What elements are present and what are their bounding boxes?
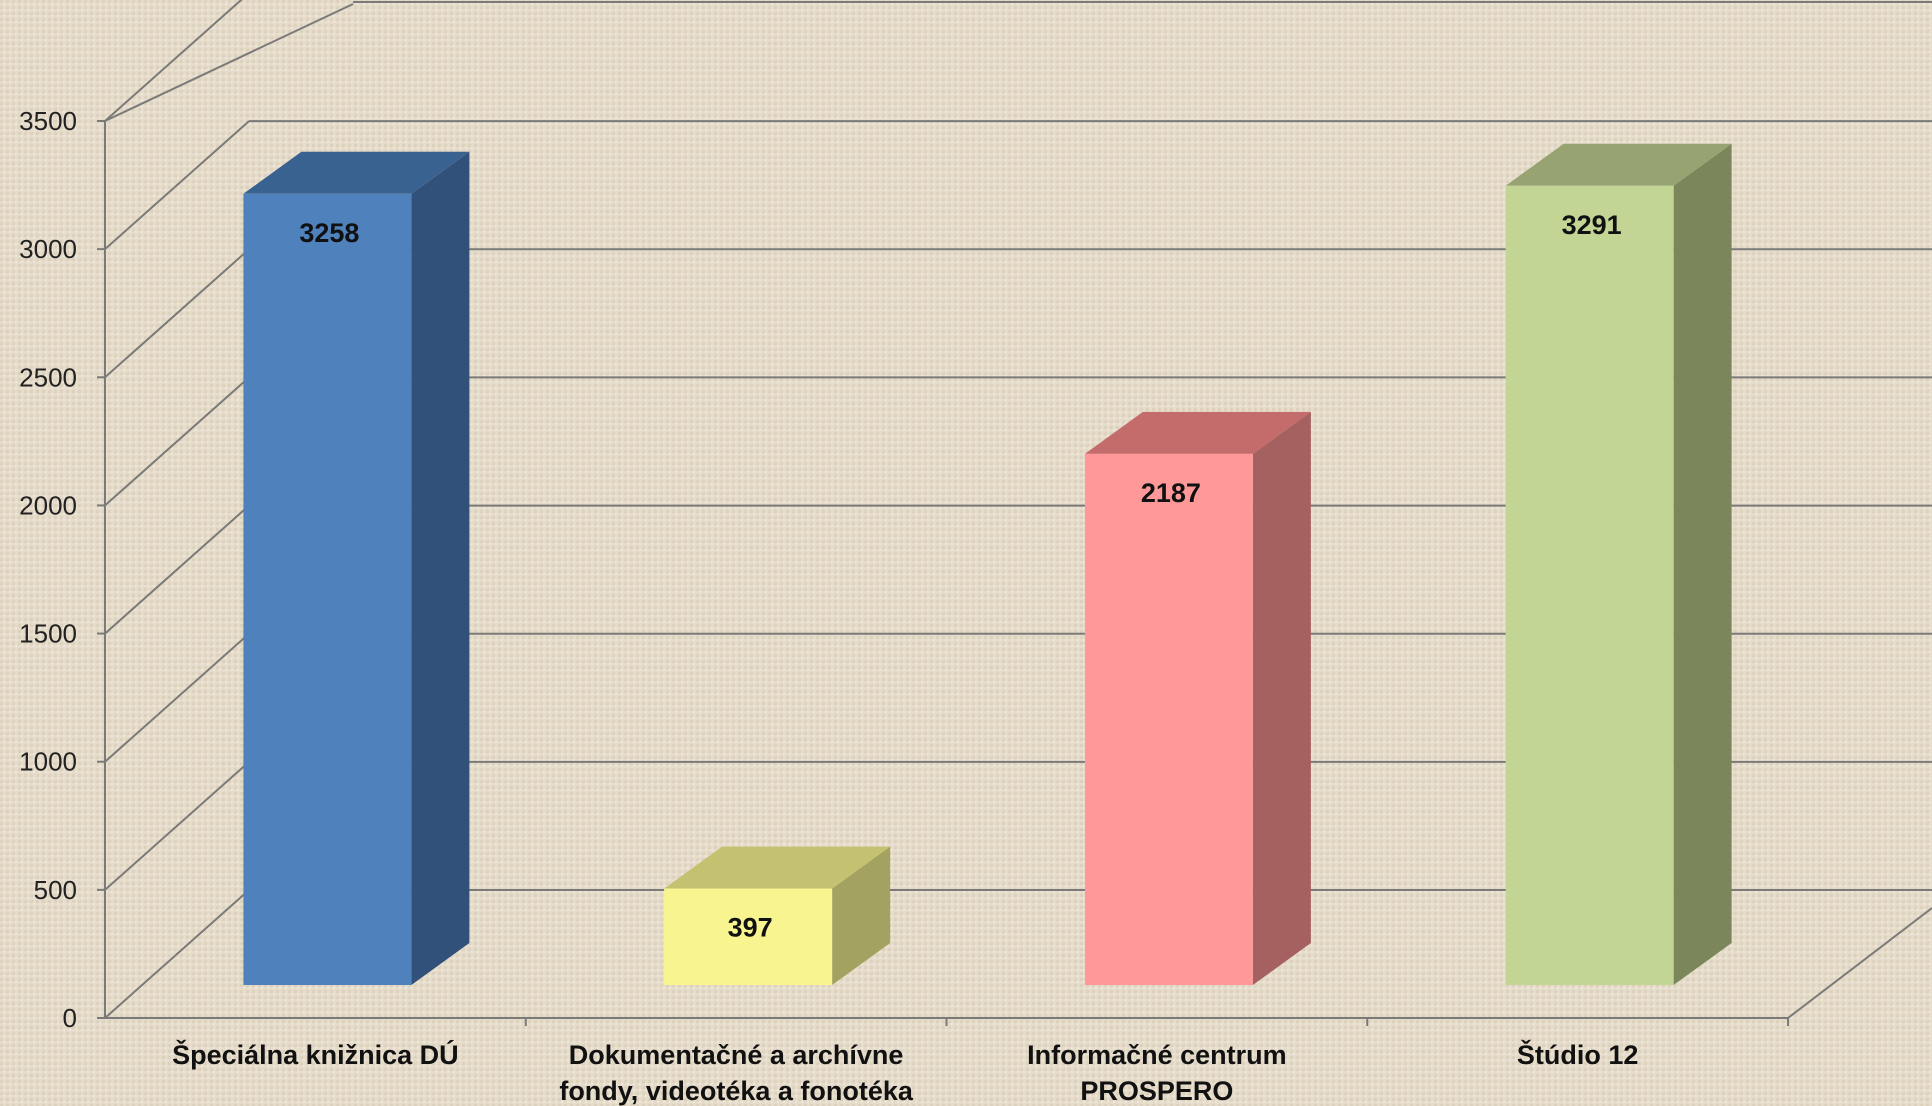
labels: 0 500 1000 1500 2000 2500 3000 3500 3258 Špeciáln… xyxy=(19,106,1638,1106)
gridline-side-1000 xyxy=(104,632,250,763)
y-tick-label-3000: 3000 xyxy=(19,234,77,264)
bar-side-studio-12 xyxy=(1673,143,1732,985)
y-tick-label-3500: 3500 xyxy=(19,106,77,136)
x-tick-label-specialna-kniznica-du: Špeciálna knižnica DÚ xyxy=(172,1039,459,1070)
data-label-informacne-centrum: 2187 xyxy=(1141,478,1201,508)
bar-specialna-kniznica-du xyxy=(243,193,412,985)
x-tick-label-line: Informačné centrum xyxy=(1027,1040,1287,1070)
gridline-side-1500 xyxy=(104,504,250,635)
y-tick-label-1500: 1500 xyxy=(19,619,77,649)
data-label-specialna-kniznica-du: 3258 xyxy=(299,218,359,248)
bar-top-studio-12 xyxy=(1505,143,1732,186)
gridline-side-top xyxy=(104,3,354,122)
y-tick-label-2000: 2000 xyxy=(19,490,77,520)
y-tick-label-2500: 2500 xyxy=(19,362,77,392)
bar-side-specialna-kniznica-du xyxy=(411,151,470,985)
x-tick-label-line: Dokumentačné a archívne xyxy=(569,1040,904,1070)
x-tick-label-line: Štúdio 12 xyxy=(1517,1039,1639,1070)
gridline-side-3000 xyxy=(104,120,250,250)
y-tick-label-500: 500 xyxy=(34,875,77,905)
data-label-dokumentacne-a-archivne: 397 xyxy=(728,913,773,943)
y-tick-label-1000: 1000 xyxy=(19,747,77,777)
gridline-side-2000 xyxy=(104,376,250,507)
y-tick-label-0: 0 xyxy=(63,1003,77,1033)
bar-studio-12 xyxy=(1505,185,1674,985)
gridline-side-0 xyxy=(104,889,250,1019)
x-tick-label-line: fondy, videotéka a fonotéka xyxy=(559,1076,914,1106)
x-tick-label-dokumentacne-a-archivne: Dokumentačné a archívne fondy, videotéka … xyxy=(559,1040,914,1106)
gridline-side-500 xyxy=(104,761,250,891)
floor-right-edge xyxy=(1787,907,1932,1019)
bar-side-dokumentacne-a-archivne xyxy=(832,846,891,985)
bar-top-specialna-kniznica-du xyxy=(243,151,470,194)
data-label-studio-12: 3291 xyxy=(1562,210,1622,240)
bar-top-informacne-centrum xyxy=(1084,411,1311,454)
bar-dokumentacne-a-archivne xyxy=(664,888,833,985)
bar-informacne-centrum xyxy=(1084,453,1253,985)
bar-top-dokumentacne-a-archivne xyxy=(664,846,891,889)
x-tick-label-line: Špeciálna knižnica DÚ xyxy=(172,1039,459,1070)
x-tick-label-studio-12: Štúdio 12 xyxy=(1517,1039,1639,1070)
x-tick-label-line: PROSPERO xyxy=(1080,1076,1233,1106)
bars xyxy=(243,143,1732,985)
gridline-side-3500 xyxy=(104,0,243,122)
bar-side-informacne-centrum xyxy=(1252,411,1311,985)
axes xyxy=(97,120,1932,1026)
gridline-side-2500 xyxy=(104,248,250,379)
x-tick-label-informacne-centrum: Informačné centrum PROSPERO xyxy=(1027,1040,1287,1106)
